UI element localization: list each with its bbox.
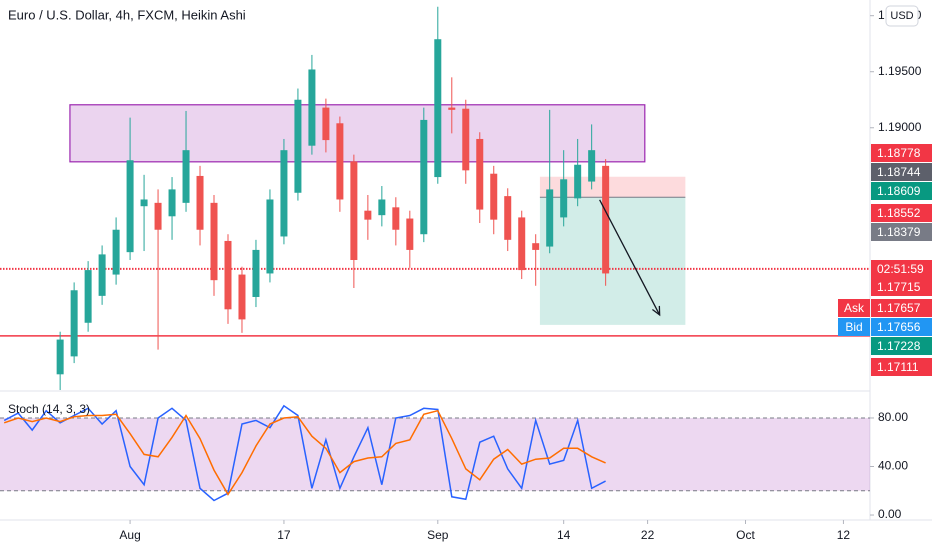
price-tag [871, 337, 932, 355]
candle-body [546, 189, 554, 247]
candle-body [238, 274, 246, 320]
y-tick-label: 0.00 [878, 507, 902, 521]
candle-body [574, 164, 582, 199]
candle-body [308, 69, 316, 146]
candle-body [168, 189, 176, 217]
price-tag-label: 1.17228 [877, 339, 921, 353]
candle-body [210, 202, 218, 281]
candle-body [336, 123, 344, 200]
candle-body [434, 39, 442, 178]
stoch-line [3, 409, 606, 496]
y-tick-label: 1.19000 [878, 120, 922, 134]
price-tag-label: 1.18609 [877, 184, 921, 198]
price-tag-label: 1.17715 [877, 280, 921, 294]
candle-body [294, 99, 302, 193]
axes: 1.200001.195001.19000Aug17Sep1422Oct121.… [119, 8, 932, 542]
candle-body [602, 165, 610, 274]
side-tag [838, 299, 870, 317]
candle-body [322, 107, 330, 141]
candle-body [196, 175, 204, 230]
price-tag [871, 260, 932, 278]
price-tag [871, 144, 932, 162]
side-tag-label: Ask [844, 301, 865, 315]
stoch-title: Stoch (14, 3, 3) [8, 402, 90, 416]
candle-body [378, 199, 386, 216]
currency-label: USD [890, 10, 913, 22]
price-tag-label: 1.18552 [877, 206, 921, 220]
price-tag [871, 299, 932, 317]
price-tag-label: 1.18379 [877, 225, 921, 239]
currency-button[interactable] [885, 5, 919, 27]
x-tick-label: 14 [557, 528, 571, 542]
candle-body [364, 210, 372, 220]
resistance-zone [69, 104, 646, 163]
stoch-pane [0, 404, 870, 502]
candle-body [350, 161, 358, 260]
candle-body [140, 199, 148, 207]
price-tag [871, 182, 932, 200]
candle-body [224, 240, 232, 310]
price-tag [871, 318, 932, 336]
candle-body [560, 179, 568, 218]
chart-title: Euro / U.S. Dollar, 4h, FXCM, Heikin Ash… [8, 7, 246, 22]
y-tick-label: 1.19500 [878, 64, 922, 78]
stoch-band [0, 417, 870, 491]
candle-body [504, 196, 512, 240]
candle-body [518, 217, 526, 271]
candle-body [70, 290, 78, 357]
price-tag-label: 1.17111 [877, 360, 919, 374]
candle-body [154, 202, 162, 230]
price-tag-label: 02:51:59 [877, 262, 924, 276]
price-tag [871, 278, 932, 296]
x-tick-label: Sep [427, 528, 449, 542]
candle-body [532, 243, 540, 250]
x-tick-label: 12 [837, 528, 851, 542]
price-tag [871, 163, 932, 181]
candle-body [56, 339, 64, 375]
candle-body [126, 160, 134, 253]
price-tag-label: 1.17657 [877, 301, 921, 315]
stoch-line [3, 404, 606, 502]
price-tag [871, 358, 932, 376]
price-tag-label: 1.18778 [877, 146, 921, 160]
candle-body [280, 150, 288, 237]
price-tag-label: 1.17656 [877, 320, 921, 334]
side-tag [838, 318, 870, 336]
y-tick-label: 80.00 [878, 410, 908, 424]
candle-body [448, 107, 456, 110]
y-tick-label: 40.00 [878, 459, 908, 473]
x-tick-label: 22 [641, 528, 655, 542]
main-pane [0, 6, 870, 390]
price-tag [871, 223, 932, 241]
candle-body [182, 150, 190, 203]
side-tag-label: Bid [845, 320, 862, 334]
arrow-head [652, 305, 661, 317]
price-tag-label: 1.18744 [877, 165, 921, 179]
x-tick-label: Aug [119, 528, 140, 542]
candle-body [490, 173, 498, 220]
candle-body [252, 249, 260, 297]
candle-body [406, 218, 414, 250]
x-tick-label: 17 [277, 528, 291, 542]
arrow [599, 199, 661, 316]
candle-body [266, 199, 274, 274]
x-tick-label: Oct [736, 528, 755, 542]
candle-body [112, 229, 120, 275]
candle-body [462, 108, 470, 171]
candle-body [84, 270, 92, 323]
candle-body [420, 119, 428, 235]
candle-body [98, 254, 106, 296]
candle-body [476, 138, 484, 210]
candle-body [392, 207, 400, 230]
price-tag [871, 204, 932, 222]
candle-body [588, 150, 596, 182]
